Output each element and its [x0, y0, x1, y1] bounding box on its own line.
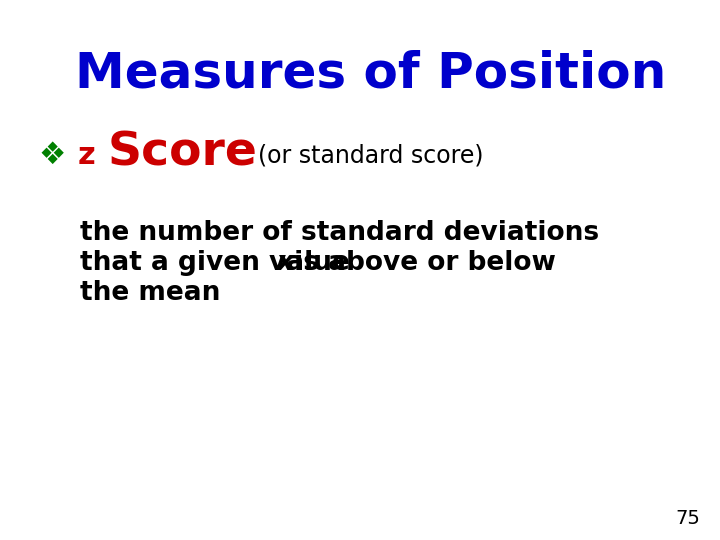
- Text: ❖: ❖: [38, 140, 66, 170]
- Text: x: x: [276, 250, 293, 276]
- Text: that a given value: that a given value: [80, 250, 359, 276]
- Text: the mean: the mean: [80, 280, 220, 306]
- Text: the number of standard deviations: the number of standard deviations: [80, 220, 599, 246]
- Text: z: z: [78, 140, 96, 170]
- Text: 75: 75: [675, 509, 700, 528]
- Text: Score: Score: [108, 131, 258, 176]
- Text: (or standard score): (or standard score): [258, 143, 484, 167]
- Text: Measures of Position: Measures of Position: [75, 50, 666, 98]
- Text: is above or below: is above or below: [284, 250, 556, 276]
